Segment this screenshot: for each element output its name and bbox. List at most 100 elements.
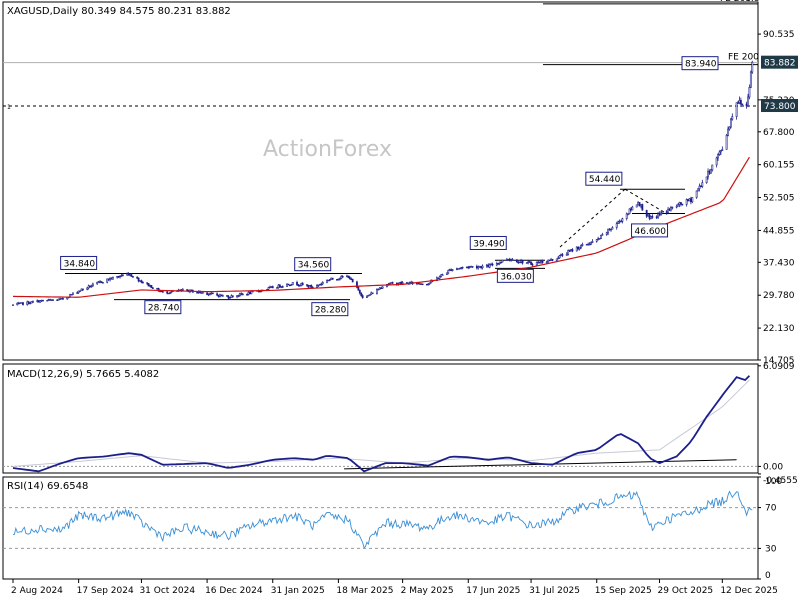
candle <box>190 289 193 291</box>
price-tick-label: 52.505 <box>763 194 795 204</box>
rsi-tick-label: 30 <box>765 544 777 554</box>
candle <box>276 287 278 289</box>
candle <box>129 274 131 276</box>
candle <box>700 185 702 188</box>
candle <box>505 259 508 261</box>
candle <box>597 238 600 240</box>
candle <box>137 277 140 282</box>
candle <box>620 220 622 223</box>
x-tick-label: 15 Sep 2025 <box>595 586 652 596</box>
x-tick-label: 17 Jun 2025 <box>466 586 520 596</box>
candle <box>76 292 79 294</box>
candle <box>420 283 423 285</box>
rsi-line <box>12 490 753 549</box>
candle <box>16 302 19 306</box>
candle <box>221 295 224 297</box>
candle <box>685 199 688 205</box>
candle <box>47 299 50 301</box>
chart-title: XAGUSD,Daily 80.349 84.575 80.231 83.882 <box>7 6 231 17</box>
candle <box>487 264 490 268</box>
macd-tick-label: 0.00 <box>763 462 783 472</box>
candle <box>136 277 139 279</box>
candle <box>477 266 480 269</box>
candle <box>247 292 250 295</box>
candle <box>638 202 641 207</box>
candle <box>661 211 664 214</box>
candle <box>601 234 604 236</box>
candle <box>578 246 581 250</box>
candle <box>126 273 129 276</box>
candle <box>151 287 154 289</box>
candle <box>490 263 493 266</box>
candle <box>280 286 283 288</box>
price-panel[interactable] <box>2 1 759 361</box>
current-price-tag <box>761 55 798 69</box>
candle <box>338 278 341 280</box>
candle <box>675 205 678 208</box>
candle <box>87 285 90 289</box>
candle <box>117 276 120 278</box>
candle <box>220 294 223 297</box>
x-tick-label: 16 Dec 2024 <box>205 586 263 596</box>
macd-panel[interactable] <box>2 363 759 474</box>
candle <box>425 284 428 286</box>
candle <box>441 274 444 276</box>
candle <box>628 208 631 214</box>
candle <box>719 150 722 153</box>
candle <box>288 284 291 287</box>
candle <box>745 103 748 107</box>
price-annotation-box <box>469 235 507 250</box>
candle <box>530 262 532 265</box>
candle <box>637 202 640 206</box>
candle <box>631 206 634 211</box>
candle <box>236 295 238 298</box>
candle <box>300 283 303 286</box>
candle <box>308 285 311 288</box>
candle <box>465 266 468 269</box>
candle <box>82 288 84 291</box>
candle <box>528 261 531 263</box>
candle <box>277 284 280 288</box>
candle <box>480 266 483 269</box>
candle <box>451 269 454 271</box>
candle <box>127 273 130 276</box>
candle <box>39 300 42 303</box>
candle <box>330 277 333 280</box>
candle <box>398 282 401 285</box>
candle <box>491 263 494 266</box>
x-tick-label: 17 Sep 2024 <box>77 586 134 596</box>
price-annotation-label: 28.280 <box>315 306 347 316</box>
candle <box>12 304 14 306</box>
candle <box>367 295 370 297</box>
price-annotation-label: 34.840 <box>64 259 96 269</box>
candle <box>608 228 611 231</box>
price-annotation-label: 46.600 <box>635 227 667 237</box>
candle <box>116 276 119 278</box>
x-tick-label: 18 Mar 2025 <box>336 586 393 596</box>
candle <box>348 277 351 280</box>
rsi-panel[interactable] <box>2 476 759 580</box>
candle <box>670 207 672 211</box>
candle <box>627 213 630 215</box>
candle <box>595 239 598 242</box>
candle <box>428 282 431 285</box>
x-tick-label: 31 Jul 2025 <box>529 586 580 596</box>
candle <box>400 282 403 284</box>
candle <box>715 157 718 166</box>
candle <box>150 285 153 289</box>
candle <box>677 204 679 207</box>
candle <box>72 292 74 295</box>
candle <box>558 255 561 259</box>
rsi-tick-label: 100 <box>765 477 782 487</box>
candle <box>270 286 273 288</box>
candle <box>60 298 63 300</box>
candle <box>517 261 520 264</box>
candle <box>361 295 364 298</box>
candle <box>687 199 689 202</box>
candle <box>598 238 601 240</box>
fe-200-label: FE 200 <box>728 53 759 63</box>
candle <box>705 176 708 183</box>
candle <box>79 290 81 292</box>
